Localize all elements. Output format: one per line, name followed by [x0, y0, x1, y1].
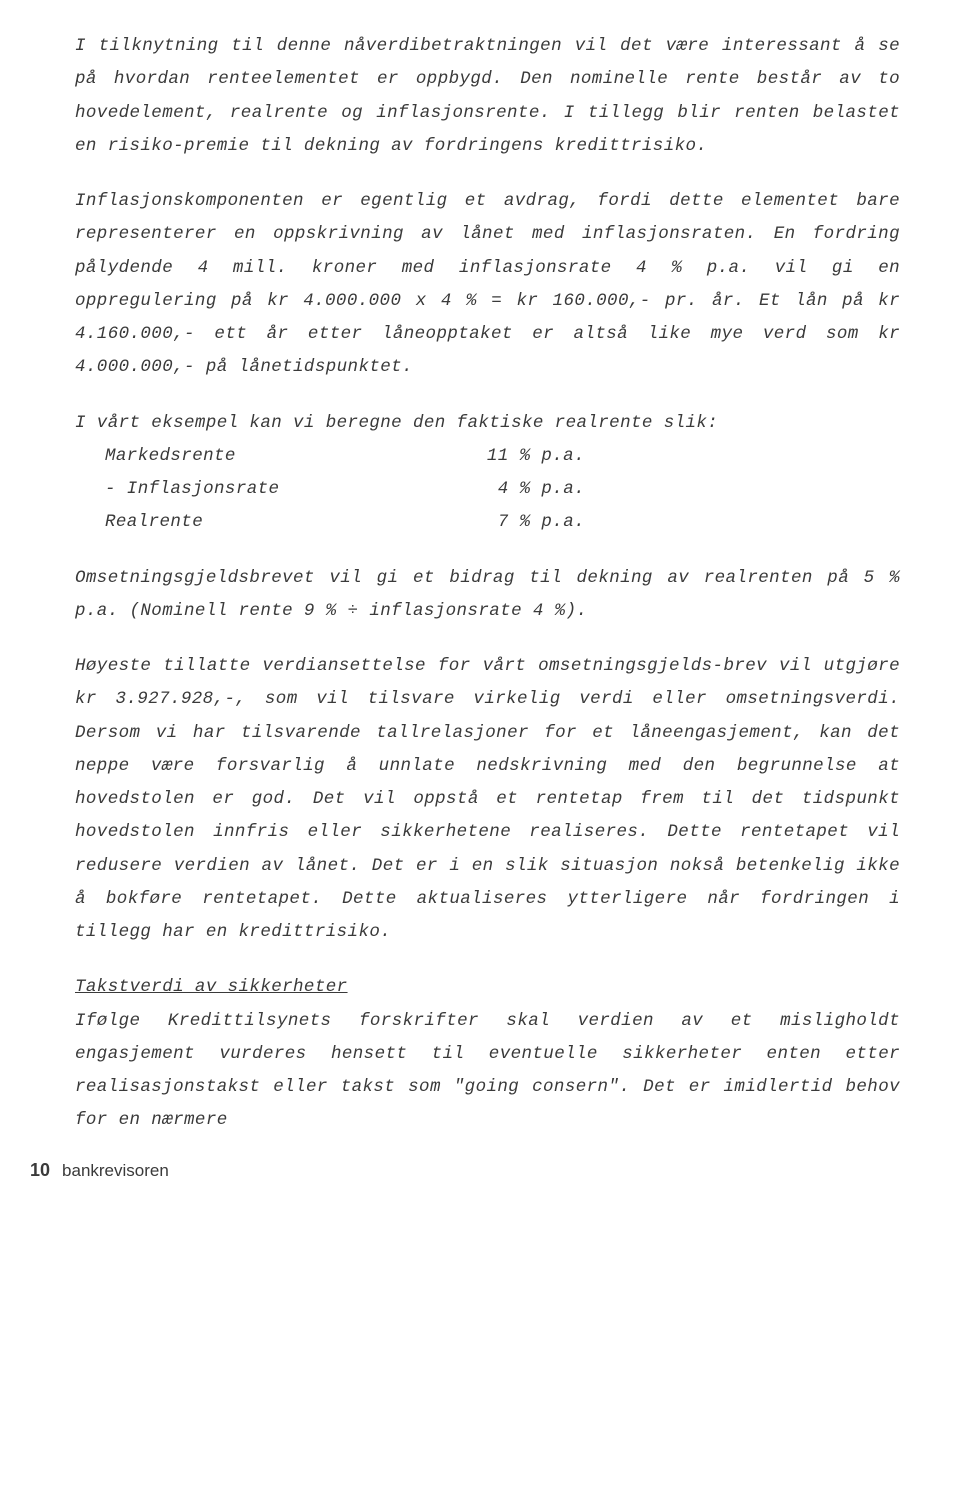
calc-row-inflasjonsrate: - Inflasjonsrate 4 % p.a. [75, 473, 900, 506]
paragraph-5: Høyeste tillatte verdiansettelse for vår… [75, 650, 900, 949]
page-number: 10 [30, 1160, 50, 1181]
calc-label: - Inflasjonsrate [75, 473, 445, 506]
calculation-intro: I vårt eksempel kan vi beregne den fakti… [75, 407, 900, 440]
section-heading: Takstverdi av sikkerheter [75, 977, 348, 997]
calculation-block: I vårt eksempel kan vi beregne den fakti… [75, 407, 900, 540]
document-page: I tilknytning til denne nåverdibetraktni… [0, 0, 960, 1201]
paragraph-1: I tilknytning til denne nåverdibetraktni… [75, 30, 900, 163]
calc-value: 4 % p.a. [445, 473, 585, 506]
paragraph-4: Omsetningsgjeldsbrevet vil gi et bidrag … [75, 562, 900, 629]
page-footer: 10 bankrevisoren [75, 1160, 900, 1181]
calc-row-markedsrente: Markedsrente 11 % p.a. [75, 440, 900, 473]
calc-label: Realrente [75, 506, 445, 539]
calc-label: Markedsrente [75, 440, 445, 473]
paragraph-6: Ifølge Kredittilsynets forskrifter skal … [75, 1011, 900, 1131]
calc-value: 7 % p.a. [445, 506, 585, 539]
calc-row-realrente: Realrente 7 % p.a. [75, 506, 900, 539]
footer-text: bankrevisoren [62, 1161, 169, 1181]
calc-value: 11 % p.a. [445, 440, 585, 473]
section-heading-and-p6: Takstverdi av sikkerheter Ifølge Kreditt… [75, 971, 900, 1137]
paragraph-2: Inflasjonskomponenten er egentlig et avd… [75, 185, 900, 385]
